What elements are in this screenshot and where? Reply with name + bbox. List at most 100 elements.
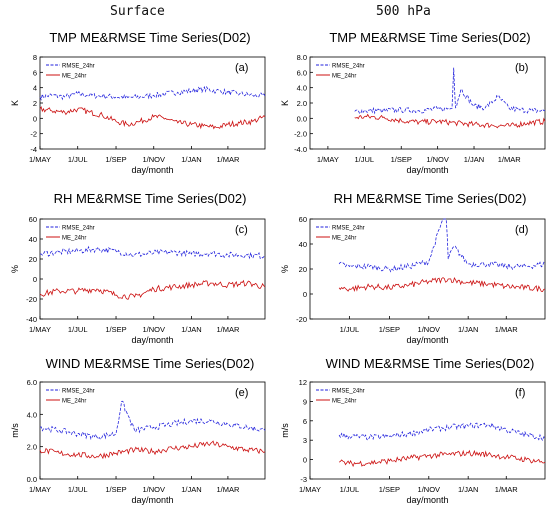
series-line-me_24hr bbox=[39, 279, 266, 300]
legend-label: ME_24hr bbox=[332, 399, 356, 405]
y-tick-label: -4 bbox=[30, 145, 37, 154]
plot-frame bbox=[309, 381, 546, 480]
series-line-rmse_24hr bbox=[39, 400, 266, 440]
y-axis-label: % bbox=[280, 265, 290, 273]
series-line-me_24hr bbox=[338, 277, 546, 293]
legend-label: ME_24hr bbox=[62, 399, 86, 405]
x-tick-label: 1/JUL bbox=[340, 325, 360, 334]
chart-panel-e: WIND ME&RMSE Time Series(D02) 0.0 2.0 4.0 6.… bbox=[10, 356, 266, 505]
y-tick-label: 0 bbox=[303, 456, 307, 465]
x-tick-label: 1/SEP bbox=[379, 325, 400, 334]
y-tick-label: 3 bbox=[303, 436, 307, 445]
chart-panel-d: RH ME&RMSE Time Series(D02) -20 0 20 40 60 1/J… bbox=[280, 191, 546, 345]
x-tick-label: 1/NOV bbox=[142, 485, 165, 494]
y-tick-label: 6.0 bbox=[27, 378, 37, 387]
x-tick-label: 1/NOV bbox=[426, 155, 449, 164]
y-tick-label: 4.0 bbox=[27, 410, 37, 419]
legend-label: ME_24hr bbox=[332, 74, 356, 80]
x-tick-label: 1/MAY bbox=[29, 155, 51, 164]
column-header-surface: Surface bbox=[110, 4, 165, 19]
series-line-me_24hr bbox=[354, 113, 546, 129]
panel-label: (e) bbox=[235, 387, 248, 399]
chart-title: RH ME&RMSE Time Series(D02) bbox=[54, 191, 247, 206]
x-tick-label: 1/MAR bbox=[216, 155, 240, 164]
x-tick-label: 1/NOV bbox=[418, 325, 441, 334]
panel-label: (f) bbox=[515, 387, 525, 399]
y-tick-label: 60 bbox=[299, 215, 307, 224]
legend-label: RMSE_24hr bbox=[62, 226, 95, 232]
y-tick-label: 2.0 bbox=[297, 99, 307, 108]
plot-frame bbox=[309, 218, 546, 320]
legend-label: RMSE_24hr bbox=[332, 389, 365, 395]
chart-title: TMP ME&RMSE Time Series(D02) bbox=[49, 30, 250, 45]
chart-title: WIND ME&RMSE Time Series(D02) bbox=[326, 356, 535, 371]
x-tick-label: 1/MAR bbox=[216, 325, 240, 334]
x-axis-label: day/month bbox=[406, 165, 448, 175]
panel-label: (a) bbox=[235, 62, 248, 74]
x-tick-label: 1/JUL bbox=[68, 155, 88, 164]
x-axis-label: day/month bbox=[131, 165, 173, 175]
y-tick-label: -40 bbox=[26, 315, 37, 324]
legend-label: ME_24hr bbox=[62, 236, 86, 242]
y-tick-label: 0 bbox=[303, 290, 307, 299]
x-tick-label: 1/MAY bbox=[29, 485, 51, 494]
x-tick-label: 1/JAN bbox=[458, 325, 478, 334]
y-axis-label: m/s bbox=[10, 423, 20, 438]
panel-label: (b) bbox=[515, 62, 528, 74]
x-tick-label: 1/JUL bbox=[68, 325, 88, 334]
series-line-rmse_24hr bbox=[39, 85, 266, 101]
y-axis-label: K bbox=[280, 100, 290, 106]
x-tick-label: 1/MAR bbox=[495, 485, 519, 494]
y-tick-label: 4.0 bbox=[297, 84, 307, 93]
y-axis-label: K bbox=[10, 100, 20, 106]
series-line-rmse_24hr bbox=[338, 421, 546, 442]
panel-label: (c) bbox=[235, 224, 248, 236]
x-tick-label: 1/SEP bbox=[105, 155, 126, 164]
x-axis-label: day/month bbox=[406, 495, 448, 505]
x-tick-label: 1/MAR bbox=[495, 325, 519, 334]
x-tick-label: 1/JAN bbox=[181, 325, 201, 334]
x-tick-label: 1/MAR bbox=[498, 155, 522, 164]
x-tick-label: 1/JUL bbox=[340, 485, 360, 494]
y-tick-label: 8 bbox=[33, 53, 37, 62]
x-tick-label: 1/JAN bbox=[464, 155, 484, 164]
x-tick-label: 1/MAY bbox=[317, 155, 339, 164]
series-line-me_24hr bbox=[39, 440, 266, 460]
chart-panel-a: TMP ME&RMSE Time Series(D02) -4 -2 0 2 4 6 8 1/M… bbox=[10, 30, 266, 175]
plot-frame bbox=[39, 56, 266, 150]
y-tick-label: 9 bbox=[303, 397, 307, 406]
y-tick-label: 0.0 bbox=[27, 475, 37, 484]
y-tick-label: 4 bbox=[33, 84, 37, 93]
y-tick-label: 2.0 bbox=[27, 443, 37, 452]
y-tick-label: 6 bbox=[303, 417, 307, 426]
y-tick-label: 40 bbox=[299, 240, 307, 249]
x-tick-label: 1/JUL bbox=[68, 485, 88, 494]
legend-label: RMSE_24hr bbox=[332, 226, 365, 232]
x-tick-label: 1/SEP bbox=[379, 485, 400, 494]
y-tick-label: 0.0 bbox=[297, 114, 307, 123]
series-line-me_24hr bbox=[338, 449, 546, 468]
x-tick-label: 1/JAN bbox=[181, 485, 201, 494]
y-tick-label: 20 bbox=[299, 265, 307, 274]
series-line-me_24hr bbox=[39, 105, 266, 130]
legend-label: RMSE_24hr bbox=[332, 64, 365, 70]
x-axis-label: day/month bbox=[131, 495, 173, 505]
x-tick-label: 1/SEP bbox=[391, 155, 412, 164]
y-tick-label: 0 bbox=[33, 114, 37, 123]
chart-panel-c: RH ME&RMSE Time Series(D02) -40 -20 0 20 40 60… bbox=[10, 191, 266, 345]
x-tick-label: 1/SEP bbox=[105, 325, 126, 334]
legend-label: ME_24hr bbox=[332, 236, 356, 242]
y-tick-label: 2 bbox=[33, 99, 37, 108]
legend-label: ME_24hr bbox=[62, 74, 86, 80]
y-tick-label: 40 bbox=[29, 235, 37, 244]
x-tick-label: 1/JAN bbox=[458, 485, 478, 494]
y-tick-label: 20 bbox=[29, 255, 37, 264]
y-tick-label: 60 bbox=[29, 215, 37, 224]
series-line-rmse_24hr bbox=[354, 67, 546, 115]
x-tick-label: 1/NOV bbox=[142, 155, 165, 164]
legend-label: RMSE_24hr bbox=[62, 64, 95, 70]
x-tick-label: 1/NOV bbox=[142, 325, 165, 334]
chart-title: RH ME&RMSE Time Series(D02) bbox=[334, 191, 527, 206]
plot-frame bbox=[39, 381, 266, 480]
